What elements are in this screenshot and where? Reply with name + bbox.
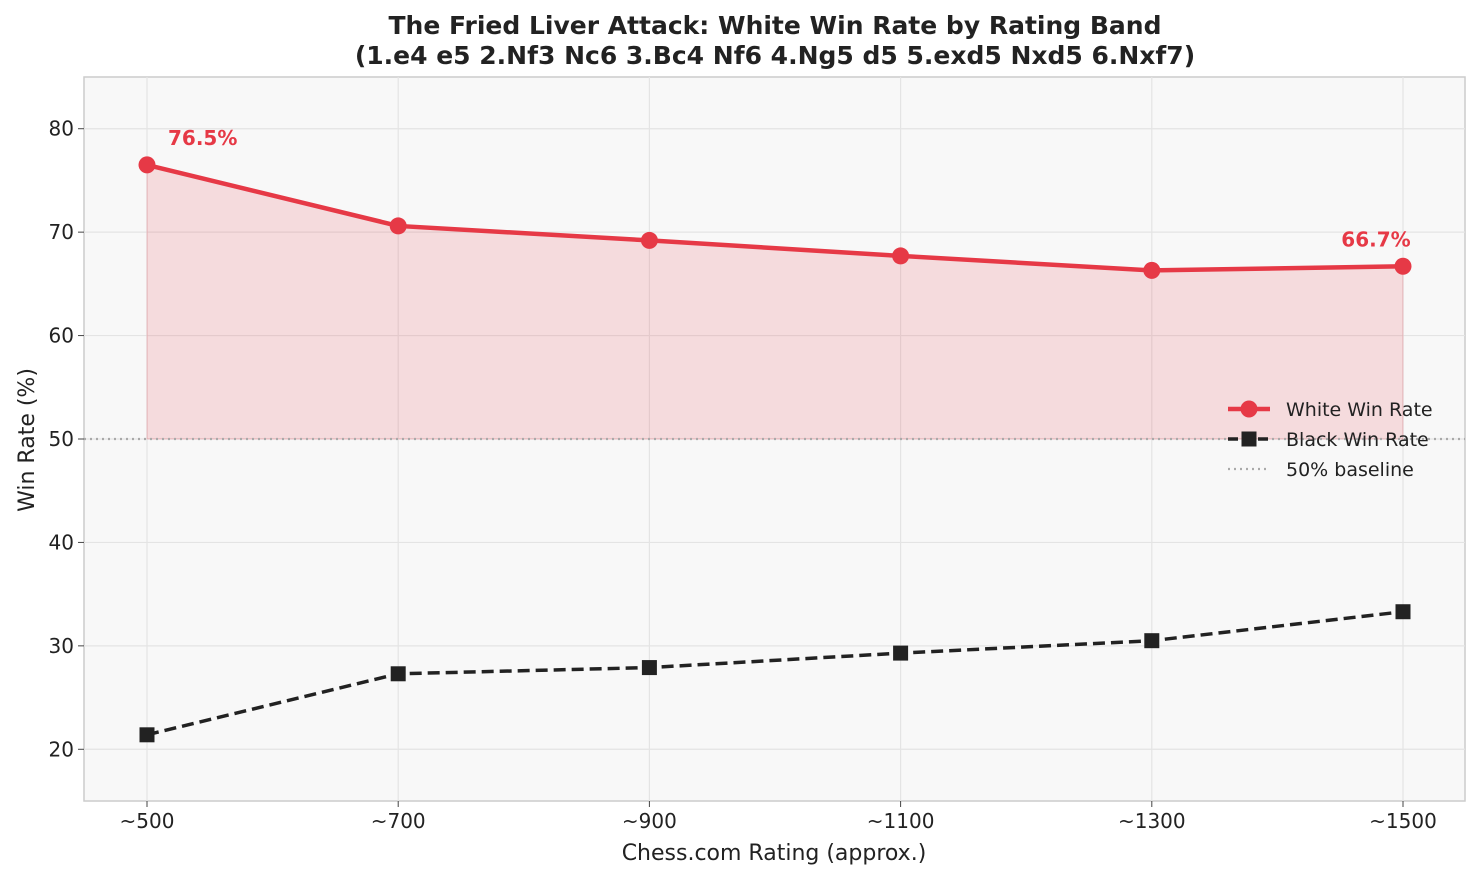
data-point-black-win-rate (390, 666, 406, 682)
data-point-white-win-rate (389, 217, 407, 235)
data-point-white-win-rate (640, 231, 658, 249)
y-tick-label: 40 (49, 530, 74, 554)
y-tick-label: 70 (49, 220, 74, 244)
data-point-white-win-rate (1143, 261, 1161, 279)
y-tick-label: 30 (49, 634, 74, 658)
data-label-annotation: 66.7% (1341, 227, 1410, 251)
data-point-black-win-rate (139, 727, 155, 743)
data-point-white-win-rate (138, 156, 156, 174)
x-tick-label: ~700 (371, 809, 426, 833)
data-point-white-win-rate (892, 247, 910, 265)
y-tick-label: 60 (49, 324, 74, 348)
data-point-black-win-rate (893, 645, 909, 661)
y-axis-ticks: 20 30 40 50 60 70 80 (49, 117, 84, 761)
legend-marker (1240, 400, 1258, 418)
legend-label: 50% baseline (1286, 459, 1414, 481)
x-tick-label: ~1100 (867, 809, 935, 833)
x-axis-ticks: ~500 ~700 ~900 ~1100 ~1300 ~1500 (120, 801, 1437, 833)
y-tick-label: 80 (49, 117, 74, 141)
annotations-layer: 76.5% 66.7% (168, 126, 1411, 251)
data-point-white-win-rate (1394, 257, 1412, 275)
data-label-annotation: 76.5% (168, 126, 237, 150)
x-tick-label: ~900 (622, 809, 677, 833)
x-axis-label: Chess.com Rating (approx.) (622, 841, 927, 866)
x-tick-label: ~1300 (1118, 809, 1186, 833)
series-layer (138, 156, 1412, 743)
legend-label: Black Win Rate (1286, 429, 1429, 451)
series-line-white-win-rate (144, 162, 1406, 273)
x-tick-label: ~500 (120, 809, 175, 833)
y-axis-label: Win Rate (%) (15, 368, 40, 512)
chart-title: The Fried Liver Attack: White Win Rate b… (389, 11, 1162, 40)
legend: White Win Rate Black Win Rate 50% baseline (1228, 399, 1433, 481)
series-line-black-win-rate (146, 609, 1404, 737)
legend-label: White Win Rate (1286, 399, 1433, 421)
y-tick-label: 50 (49, 427, 74, 451)
x-tick-label: ~1500 (1369, 809, 1437, 833)
y-tick-label: 20 (49, 737, 74, 761)
legend-marker (1241, 431, 1257, 447)
chart-subtitle: (1.e4 e5 2.Nf3 Nc6 3.Bc4 Nf6 4.Ng5 d5 5.… (355, 41, 1195, 70)
data-point-black-win-rate (1395, 604, 1411, 620)
data-point-black-win-rate (641, 660, 657, 676)
data-point-black-win-rate (1144, 633, 1160, 649)
